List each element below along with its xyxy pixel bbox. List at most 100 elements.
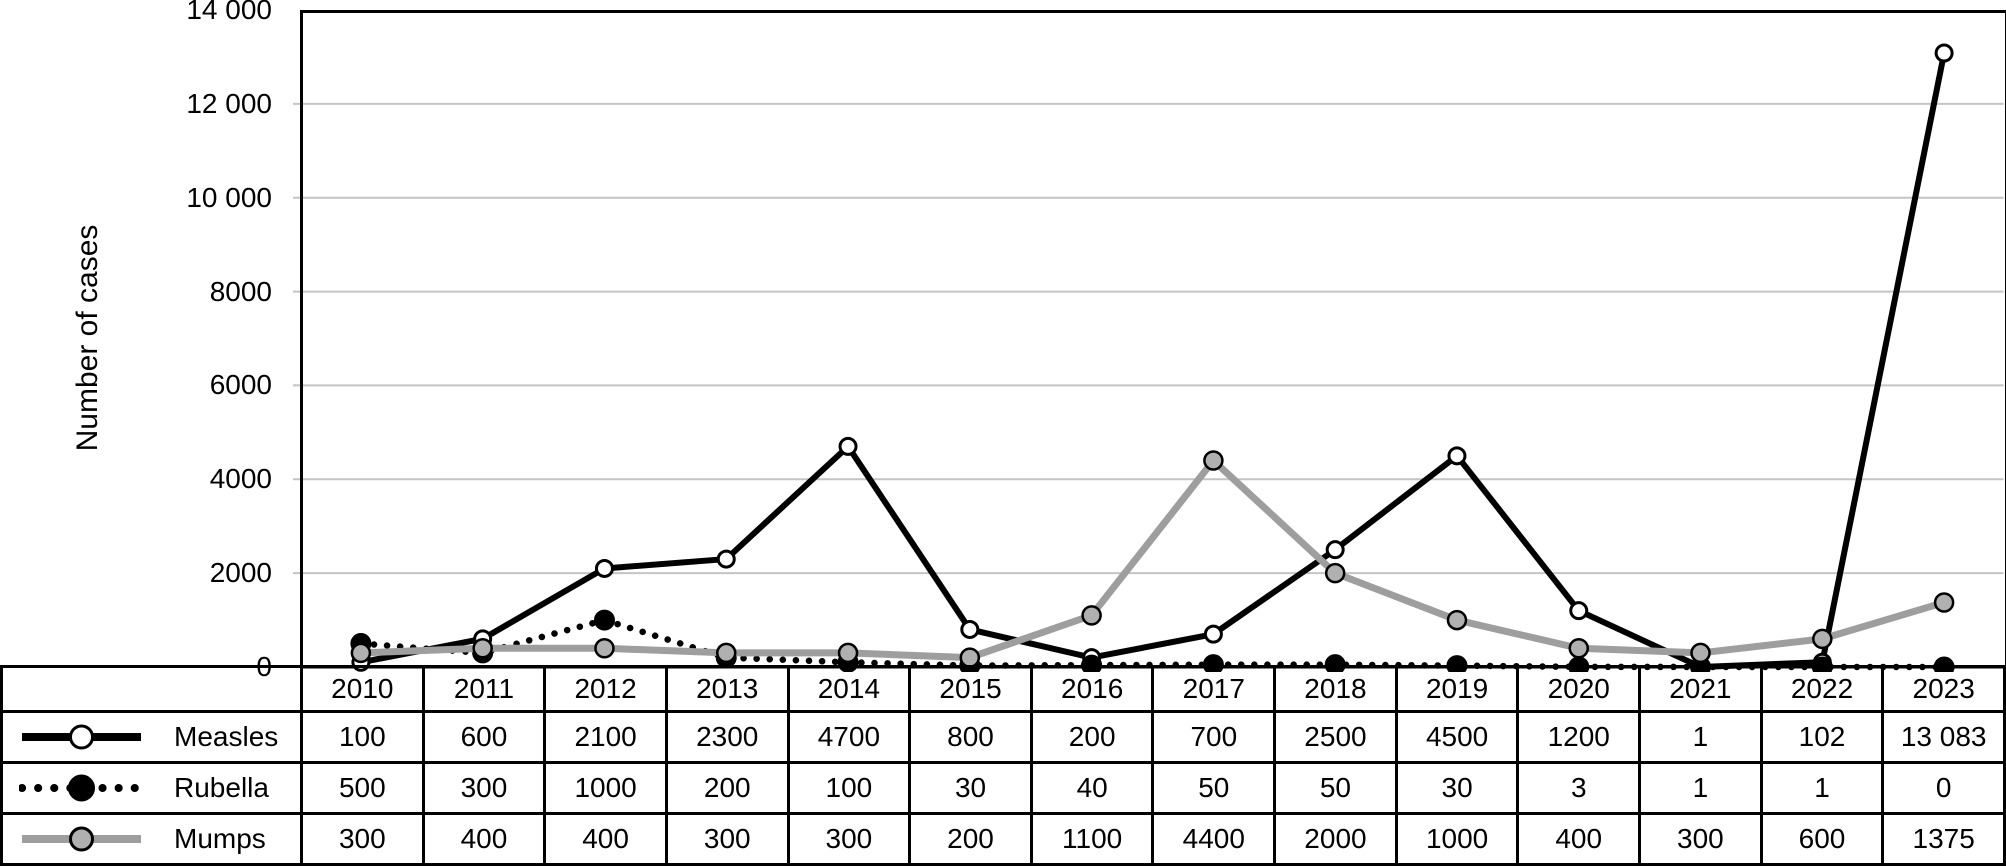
value-cell-rubella-2012: 1000 bbox=[543, 761, 668, 815]
legend-entry-rubella: Rubella bbox=[5, 771, 299, 805]
data-point-mumps-2014 bbox=[837, 642, 859, 664]
data-point-measles-2018 bbox=[1325, 540, 1345, 560]
y-tick-label-10000: 10 000 bbox=[186, 181, 272, 213]
value-cell-measles-2014: 4700 bbox=[786, 710, 912, 764]
value-cell-rubella-2015: 30 bbox=[908, 761, 1033, 815]
data-point-rubella-2012 bbox=[593, 609, 615, 631]
plot-border bbox=[300, 10, 2006, 669]
value-cell-rubella-2018: 50 bbox=[1273, 761, 1398, 815]
value-cell-mumps-2011: 400 bbox=[421, 812, 547, 866]
value-cell-rubella-2013: 200 bbox=[664, 761, 790, 815]
value-cell-mumps-2015: 200 bbox=[908, 812, 1033, 866]
plot-area bbox=[293, 10, 2006, 672]
value-cell-rubella-2021: 1 bbox=[1638, 761, 1763, 815]
legend-cell-measles: Measles bbox=[0, 710, 303, 764]
data-point-mumps-2019 bbox=[1446, 609, 1468, 631]
value-cell-mumps-2014: 300 bbox=[786, 812, 912, 866]
value-cell-rubella-2011: 300 bbox=[421, 761, 547, 815]
legend-entry-mumps: Mumps bbox=[5, 822, 299, 856]
series-row-measles: Measles 100 600 2100 2300 4700 800 200 700 2500 45… bbox=[0, 710, 2006, 764]
value-cell-mumps-2021: 300 bbox=[1638, 812, 1763, 866]
value-cell-rubella-2016: 40 bbox=[1029, 761, 1155, 815]
data-point-mumps-2017 bbox=[1203, 450, 1224, 471]
data-point-mumps-2023 bbox=[1933, 592, 1955, 613]
year-header-2017: 2017 bbox=[1151, 665, 1277, 713]
table-corner-cell bbox=[0, 665, 303, 713]
legend-marker-mumps bbox=[22, 826, 141, 852]
value-cell-mumps-2012: 400 bbox=[543, 812, 668, 866]
value-cell-rubella-2023: 0 bbox=[1881, 761, 2006, 815]
series-line-mumps bbox=[360, 457, 1946, 662]
year-header-2019: 2019 bbox=[1394, 665, 1520, 713]
legend-circle bbox=[69, 724, 94, 750]
data-point-mumps-2022 bbox=[1812, 628, 1833, 650]
legend-label-rubella: Rubella bbox=[174, 772, 269, 803]
series-line-measles bbox=[360, 52, 1948, 670]
value-cell-mumps-2018: 2000 bbox=[1273, 812, 1398, 866]
legend-label-measles: Measles bbox=[174, 721, 279, 752]
series-row-rubella: Rubella 500 300 1000 200 100 30 40 50 50 30 3 1 1 0 bbox=[0, 761, 2006, 815]
y-tick-label-12000: 12 000 bbox=[186, 87, 272, 119]
legend-cell-mumps: Mumps bbox=[0, 812, 303, 866]
value-cell-rubella-2020: 3 bbox=[1516, 761, 1642, 815]
data-point-mumps-2011 bbox=[472, 637, 493, 659]
value-cell-measles-2013: 2300 bbox=[664, 710, 790, 764]
year-header-2015: 2015 bbox=[908, 665, 1033, 713]
data-point-mumps-2012 bbox=[594, 637, 615, 659]
legend-circle bbox=[68, 774, 95, 802]
data-point-measles-2013 bbox=[716, 549, 736, 569]
year-header-2016: 2016 bbox=[1029, 665, 1155, 713]
data-point-mumps-2021 bbox=[1690, 642, 1711, 664]
value-cell-measles-2022: 102 bbox=[1759, 710, 1885, 764]
value-cell-measles-2010: 100 bbox=[300, 710, 425, 764]
year-header-2010: 2010 bbox=[300, 665, 425, 713]
series-row-mumps: Mumps 300 400 400 300 300 200 1100 4400 2000 1000 4… bbox=[0, 812, 2006, 866]
data-table: 2010 2011 2012 2013 2014 2015 2016 2017 2018 2019… bbox=[0, 665, 2006, 866]
year-header-2020: 2020 bbox=[1516, 665, 1642, 713]
legend-circle bbox=[69, 826, 94, 852]
value-cell-mumps-2023: 1375 bbox=[1881, 812, 2006, 866]
y-tick-label-2000: 2000 bbox=[209, 557, 272, 589]
data-point-measles-2015 bbox=[960, 619, 980, 639]
data-point-mumps-2013 bbox=[716, 642, 737, 664]
year-header-2018: 2018 bbox=[1273, 665, 1398, 713]
data-point-mumps-2020 bbox=[1568, 637, 1589, 659]
value-cell-rubella-2017: 50 bbox=[1151, 761, 1277, 815]
legend-marker-rubella bbox=[19, 774, 144, 802]
data-point-measles-2014 bbox=[838, 436, 858, 456]
year-header-2011: 2011 bbox=[421, 665, 547, 713]
value-cell-measles-2018: 2500 bbox=[1273, 710, 1398, 764]
year-header-2021: 2021 bbox=[1638, 665, 1763, 713]
value-cell-mumps-2016: 1100 bbox=[1029, 812, 1155, 866]
data-point-measles-2017 bbox=[1203, 624, 1223, 644]
value-cell-rubella-2014: 100 bbox=[786, 761, 912, 815]
value-cell-measles-2016: 200 bbox=[1029, 710, 1155, 764]
data-point-mumps-2010 bbox=[350, 642, 372, 664]
value-cell-rubella-2010: 500 bbox=[300, 761, 425, 815]
value-cell-rubella-2022: 1 bbox=[1759, 761, 1885, 815]
data-point-measles-2023 bbox=[1934, 43, 1954, 63]
legend-entry-measles: Measles bbox=[5, 720, 299, 754]
data-point-mumps-2018 bbox=[1324, 562, 1346, 584]
value-cell-mumps-2019: 1000 bbox=[1394, 812, 1520, 866]
data-point-measles-2019 bbox=[1447, 446, 1467, 466]
y-tick-label-8000: 8000 bbox=[209, 275, 272, 307]
series-line-rubella bbox=[357, 616, 1948, 671]
value-cell-mumps-2020: 400 bbox=[1516, 812, 1642, 866]
data-point-measles-2012 bbox=[594, 558, 614, 578]
value-cell-measles-2012: 2100 bbox=[543, 710, 668, 764]
data-point-mumps-2016 bbox=[1081, 605, 1102, 626]
data-point-mumps-2015 bbox=[959, 647, 981, 668]
value-cell-rubella-2019: 30 bbox=[1394, 761, 1520, 815]
y-axis-tick-labels: 14 000 12 000 10 000 8000 6000 4000 2000 0 bbox=[0, 0, 272, 700]
y-tick-label-4000: 4000 bbox=[209, 463, 272, 495]
year-header-row: 2010 2011 2012 2013 2014 2015 2016 2017 2018 2019… bbox=[0, 665, 2006, 713]
year-header-2022: 2022 bbox=[1759, 665, 1885, 713]
y-tick-label-14000: 14 000 bbox=[186, 0, 272, 25]
year-header-2012: 2012 bbox=[543, 665, 668, 713]
value-cell-mumps-2022: 600 bbox=[1759, 812, 1885, 866]
value-cell-measles-2020: 1200 bbox=[1516, 710, 1642, 764]
value-cell-mumps-2013: 300 bbox=[664, 812, 790, 866]
year-header-2014: 2014 bbox=[786, 665, 912, 713]
